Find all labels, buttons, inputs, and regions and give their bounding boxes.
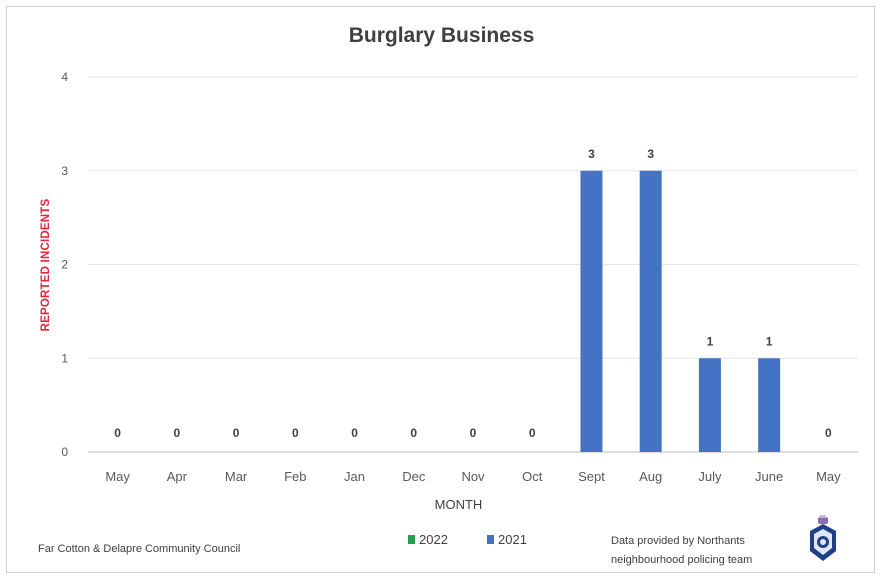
x-tick-label: May <box>816 469 841 484</box>
footer-council-name: Far Cotton & Delapre Community Council <box>38 543 241 555</box>
x-tick-label: Feb <box>284 469 306 484</box>
x-tick-label: Sept <box>578 469 605 484</box>
data-label: 0 <box>174 426 181 440</box>
bar <box>639 170 662 452</box>
x-tick-label: May <box>105 469 130 484</box>
x-tick-label: July <box>698 469 722 484</box>
x-tick-label: Dec <box>402 469 426 484</box>
data-label: 0 <box>233 426 240 440</box>
legend-label-2022: 2022 <box>419 532 448 547</box>
footer-data-source-line2: neighbourhood policing team <box>611 554 753 566</box>
police-badge-icon <box>810 515 836 561</box>
x-tick-label: Oct <box>522 469 543 484</box>
legend-label-2021: 2021 <box>498 532 527 547</box>
data-label: 3 <box>647 147 654 161</box>
data-label: 0 <box>292 426 299 440</box>
legend-item-2021: 2021 <box>487 532 527 547</box>
bar <box>580 170 603 452</box>
x-tick-label: Mar <box>225 469 248 484</box>
footer-data-source: Data provided by Northants neighbourhood… <box>611 532 752 570</box>
x-axis-label: MONTH <box>434 497 483 512</box>
data-label: 0 <box>351 426 358 440</box>
data-label: 0 <box>529 426 536 440</box>
y-tick-label: 0 <box>61 445 68 459</box>
chart-frame <box>6 6 875 573</box>
chart-title: Burglary Business <box>348 24 535 47</box>
y-tick-label: 2 <box>61 258 68 272</box>
data-label: 1 <box>707 334 714 348</box>
legend-swatch-2021 <box>487 535 494 544</box>
data-label: 0 <box>470 426 477 440</box>
bar <box>758 358 781 452</box>
data-label: 0 <box>410 426 417 440</box>
data-label: 1 <box>766 334 773 348</box>
data-label: 0 <box>114 426 121 440</box>
x-tick-label: Nov <box>461 469 485 484</box>
data-label: 3 <box>588 147 595 161</box>
y-tick-label: 1 <box>61 351 68 365</box>
legend-swatch-2022 <box>408 535 415 544</box>
x-tick-label: Apr <box>167 469 188 484</box>
x-tick-label: Aug <box>639 469 662 484</box>
data-label: 0 <box>825 426 832 440</box>
x-tick-label: June <box>755 469 783 484</box>
legend-item-2022: 2022 <box>408 532 448 547</box>
y-tick-label: 3 <box>61 164 68 178</box>
x-tick-label: Jan <box>344 469 365 484</box>
footer-data-source-line1: Data provided by Northants <box>611 535 745 547</box>
y-tick-label: 4 <box>61 70 68 84</box>
bar <box>698 358 721 452</box>
